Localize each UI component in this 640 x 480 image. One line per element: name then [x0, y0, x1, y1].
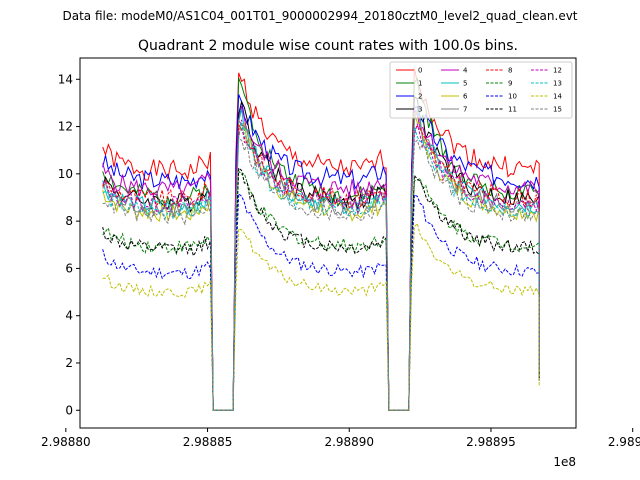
y-tick-label: 12	[58, 120, 73, 134]
legend-label-12: 12	[553, 67, 562, 75]
legend-label-8: 8	[508, 67, 512, 75]
legend-label-7: 7	[463, 106, 467, 114]
x-axis: 2.988802.988852.988902.988952.989002.989…	[41, 428, 640, 449]
legend-label-0: 0	[418, 67, 422, 75]
series-layer	[102, 67, 540, 411]
legend-label-5: 5	[463, 80, 467, 88]
y-tick-label: 0	[65, 403, 73, 417]
axes-frame	[79, 57, 577, 429]
legend-label-11: 11	[508, 106, 517, 114]
legend-label-4: 4	[463, 67, 468, 75]
y-axis: 0 2 4 6 8 10 12 14	[58, 72, 80, 417]
plot-area: 2.988802.988852.988902.988952.989002.989…	[41, 57, 640, 469]
y-tick-label: 10	[58, 167, 73, 181]
y-tick-label: 6	[65, 261, 73, 275]
legend-label-1: 1	[418, 80, 422, 88]
series-line-2	[102, 94, 540, 411]
x-tick-label: 2.98885	[183, 435, 233, 449]
legend-label-10: 10	[508, 93, 517, 101]
legend-label-13: 13	[553, 80, 562, 88]
legend-label-14: 14	[553, 93, 562, 101]
series-line-12	[102, 119, 540, 411]
series-line-14	[102, 222, 540, 411]
x-tick-label: 2.98895	[466, 435, 516, 449]
x-offset-label: 1e8	[553, 455, 576, 469]
y-tick-label: 8	[65, 214, 73, 228]
legend-box	[389, 61, 573, 119]
legend-label-9: 9	[508, 80, 512, 88]
figure-suptitle: Data file: modeM0/AS1C04_001T01_90000029…	[62, 9, 577, 23]
series-line-11	[102, 167, 540, 411]
series-line-15	[102, 138, 540, 411]
series-line-4	[102, 105, 540, 411]
x-tick-label: 2.98880	[41, 435, 91, 449]
x-tick-label: 2.98890	[324, 435, 374, 449]
x-tick-label: 2.98900	[608, 435, 640, 449]
legend-label-15: 15	[553, 106, 562, 114]
legend-label-3: 3	[418, 106, 422, 114]
legend-label-6: 6	[463, 93, 468, 101]
series-line-0	[102, 67, 540, 411]
chart-title: Quadrant 2 module wise count rates with …	[138, 38, 518, 54]
y-tick-label: 14	[58, 72, 73, 86]
y-tick-label: 4	[65, 309, 73, 323]
y-tick-label: 2	[65, 356, 73, 370]
legend-label-2: 2	[418, 93, 422, 101]
series-line-10	[102, 192, 540, 411]
series-line-7	[102, 109, 540, 411]
